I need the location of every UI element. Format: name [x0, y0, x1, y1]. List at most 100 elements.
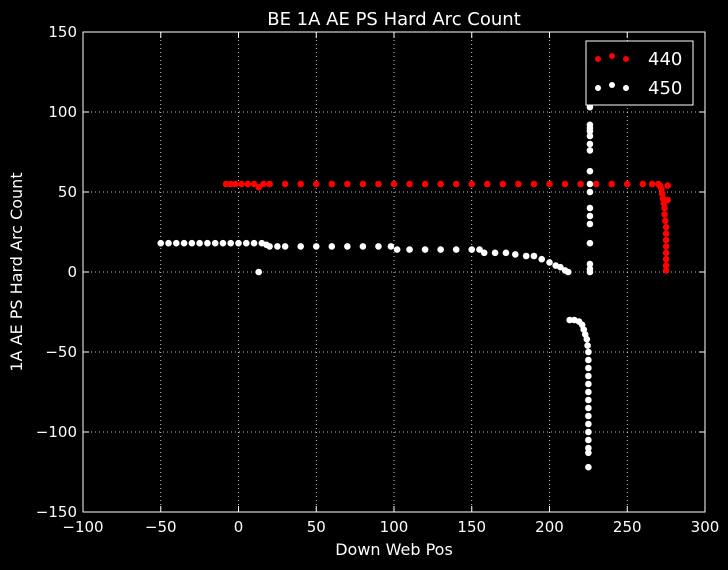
data-point	[499, 180, 507, 188]
data-point	[196, 239, 203, 247]
data-point	[583, 335, 591, 343]
data-point	[250, 239, 258, 247]
data-point	[623, 180, 631, 188]
data-point	[585, 463, 592, 471]
legend-marker	[609, 53, 615, 59]
data-point	[585, 396, 592, 404]
series-440	[222, 180, 671, 274]
data-point	[468, 180, 476, 188]
data-point	[484, 180, 491, 188]
data-point	[250, 180, 258, 188]
data-point	[530, 180, 538, 188]
x-tick-label: 0	[234, 518, 244, 536]
data-point	[566, 316, 574, 324]
x-tick-label: −100	[62, 518, 103, 536]
data-point	[232, 180, 239, 188]
x-axis-label: Down Web Pos	[335, 540, 453, 559]
legend-marker	[595, 56, 601, 62]
x-tick-label: 300	[691, 518, 720, 536]
data-point	[390, 180, 398, 188]
data-point	[204, 239, 211, 247]
data-point	[586, 127, 594, 135]
data-point	[387, 243, 395, 250]
x-tick-label: 200	[535, 518, 564, 536]
data-point	[538, 255, 546, 263]
data-point	[242, 239, 250, 247]
legend-item: 440	[595, 49, 682, 70]
data-point	[227, 180, 235, 188]
data-point	[502, 249, 510, 257]
data-point	[662, 249, 670, 257]
data-point	[557, 263, 564, 271]
data-point	[157, 239, 165, 247]
data-point	[281, 243, 289, 250]
data-point	[584, 342, 591, 349]
data-point	[586, 212, 594, 220]
data-point	[662, 243, 670, 250]
y-tick-label: 0	[67, 263, 77, 281]
data-point	[255, 268, 263, 276]
series-450	[157, 103, 594, 471]
data-point	[222, 180, 230, 188]
data-point	[452, 180, 460, 188]
data-points	[157, 103, 671, 471]
data-point	[585, 356, 592, 364]
data-point	[255, 183, 263, 191]
legend-item: 450	[595, 78, 682, 99]
data-point	[564, 268, 572, 276]
data-point	[561, 180, 569, 188]
x-tick-label: −50	[145, 518, 177, 536]
data-point	[661, 211, 668, 218]
data-point	[328, 180, 336, 188]
data-point	[662, 267, 670, 274]
data-point	[476, 246, 483, 253]
data-point	[235, 239, 242, 247]
data-point	[592, 180, 600, 188]
data-point	[173, 239, 180, 247]
legend-marker	[609, 82, 615, 88]
data-point	[515, 180, 522, 188]
data-point	[359, 180, 367, 188]
data-point	[238, 180, 245, 188]
data-point	[437, 246, 444, 253]
data-point	[585, 380, 592, 388]
axis-ticks: −100 −50 0 50 100 150 200 250 300−150−100−500501…	[36, 23, 720, 536]
data-point	[312, 243, 320, 250]
data-point	[586, 167, 594, 175]
data-point	[281, 180, 289, 188]
x-tick-label: 50	[307, 518, 326, 536]
grid-lines	[83, 32, 705, 512]
data-point	[468, 246, 476, 253]
data-point	[586, 147, 594, 154]
data-point	[585, 428, 592, 436]
data-point	[586, 204, 594, 212]
data-point	[586, 188, 594, 196]
data-point	[297, 243, 305, 250]
data-point	[546, 180, 553, 188]
data-point	[437, 180, 444, 188]
data-point	[577, 180, 584, 188]
data-point	[586, 103, 594, 111]
data-point	[608, 180, 615, 188]
data-point	[585, 420, 592, 428]
data-point	[586, 140, 594, 148]
data-point	[480, 249, 488, 257]
legend-marker	[623, 56, 629, 62]
data-point	[585, 449, 592, 457]
data-point	[266, 243, 273, 250]
data-point	[359, 243, 367, 250]
legend-marker	[623, 85, 629, 91]
data-point	[406, 180, 413, 188]
y-tick-label: −50	[45, 343, 77, 361]
data-point	[244, 180, 252, 188]
data-point	[219, 239, 227, 247]
x-tick-label: 250	[613, 518, 642, 536]
y-tick-label: −100	[36, 423, 77, 441]
data-point	[585, 364, 592, 372]
x-tick-label: 100	[380, 518, 409, 536]
data-point	[227, 239, 235, 247]
data-point	[511, 251, 519, 258]
data-point	[586, 260, 594, 268]
